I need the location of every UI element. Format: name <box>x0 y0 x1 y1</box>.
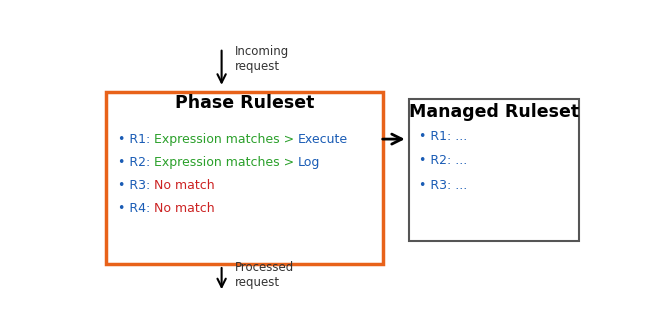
Text: Managed Ruleset: Managed Ruleset <box>409 103 579 121</box>
Text: • R1:: • R1: <box>118 133 154 146</box>
Text: • R4:: • R4: <box>118 202 154 215</box>
Text: Execute: Execute <box>298 133 348 146</box>
Text: Log: Log <box>298 156 321 169</box>
Text: Incoming
request: Incoming request <box>235 45 288 73</box>
Text: Expression matches >: Expression matches > <box>154 133 298 146</box>
Text: No match: No match <box>154 202 215 215</box>
Text: • R2: ...: • R2: ... <box>420 154 467 167</box>
Text: • R2:: • R2: <box>118 156 154 169</box>
Text: Phase Ruleset: Phase Ruleset <box>175 94 314 112</box>
Text: No match: No match <box>154 179 215 192</box>
FancyBboxPatch shape <box>106 92 383 264</box>
Text: • R1: ...: • R1: ... <box>420 130 467 143</box>
Text: Expression matches >: Expression matches > <box>154 156 298 169</box>
FancyBboxPatch shape <box>409 99 579 241</box>
Text: • R3:: • R3: <box>118 179 154 192</box>
Text: Processed
request: Processed request <box>235 262 294 289</box>
Text: • R3: ...: • R3: ... <box>420 179 467 192</box>
